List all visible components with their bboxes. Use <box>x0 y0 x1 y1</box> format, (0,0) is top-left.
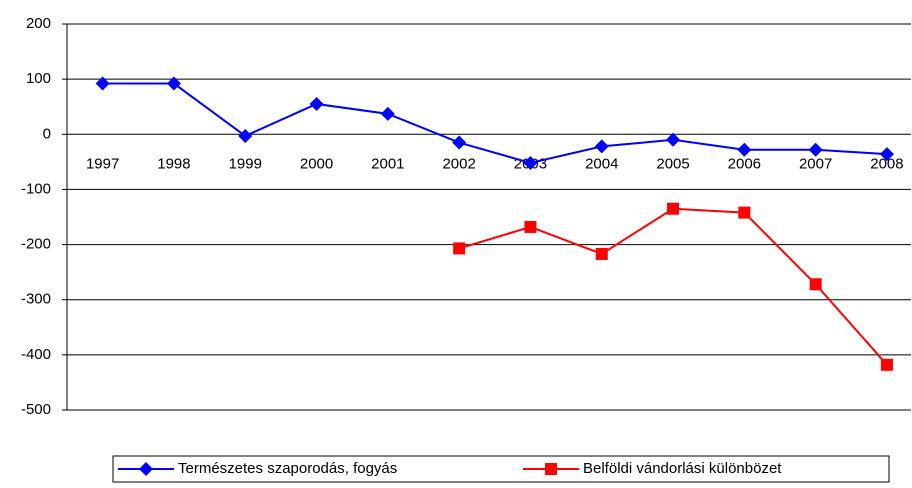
x-tick-label: 1998 <box>157 155 190 172</box>
data-point <box>524 220 537 233</box>
data-point <box>737 142 752 157</box>
y-tick-label: 200 <box>26 15 51 32</box>
data-point <box>667 202 680 215</box>
data-point <box>523 155 538 170</box>
y-tick-label: -100 <box>21 180 51 197</box>
legend-marker <box>545 463 557 475</box>
data-point <box>880 358 893 371</box>
data-point <box>738 206 751 219</box>
data-point <box>453 242 466 255</box>
data-point <box>309 96 324 111</box>
x-tick-label: 2001 <box>371 155 404 172</box>
y-tick-label: -200 <box>21 236 51 253</box>
x-tick-label: 2008 <box>870 155 903 172</box>
data-point <box>380 106 395 121</box>
data-point <box>95 76 110 91</box>
legend-label: Természetes szaporodás, fogyás <box>178 460 397 477</box>
legend-label: Belföldi vándorlási különbözet <box>583 460 782 477</box>
x-tick-label: 2004 <box>585 155 618 172</box>
data-point <box>808 142 823 157</box>
y-tick-label: 0 <box>43 125 51 142</box>
data-point <box>452 135 467 150</box>
data-point <box>166 76 181 91</box>
data-point <box>238 128 253 143</box>
x-tick-label: 2005 <box>656 155 689 172</box>
data-point <box>809 278 822 291</box>
x-tick-label: 2002 <box>442 155 475 172</box>
series-line <box>102 82 888 164</box>
legend-box <box>112 455 890 483</box>
x-tick-label: 1999 <box>229 155 262 172</box>
x-tick-label: 2007 <box>799 155 832 172</box>
legend-marker <box>139 462 153 476</box>
data-point <box>879 147 894 162</box>
data-point <box>594 139 609 154</box>
data-point <box>666 132 681 147</box>
y-tick-label: -500 <box>21 401 51 418</box>
y-tick-label: -400 <box>21 346 51 363</box>
y-tick-label: -300 <box>21 291 51 308</box>
x-tick-label: 2006 <box>728 155 761 172</box>
data-point <box>595 247 608 260</box>
series-line <box>458 207 888 366</box>
x-tick-label: 1997 <box>86 155 119 172</box>
x-tick-label: 2000 <box>300 155 333 172</box>
y-tick-label: 100 <box>26 70 51 87</box>
